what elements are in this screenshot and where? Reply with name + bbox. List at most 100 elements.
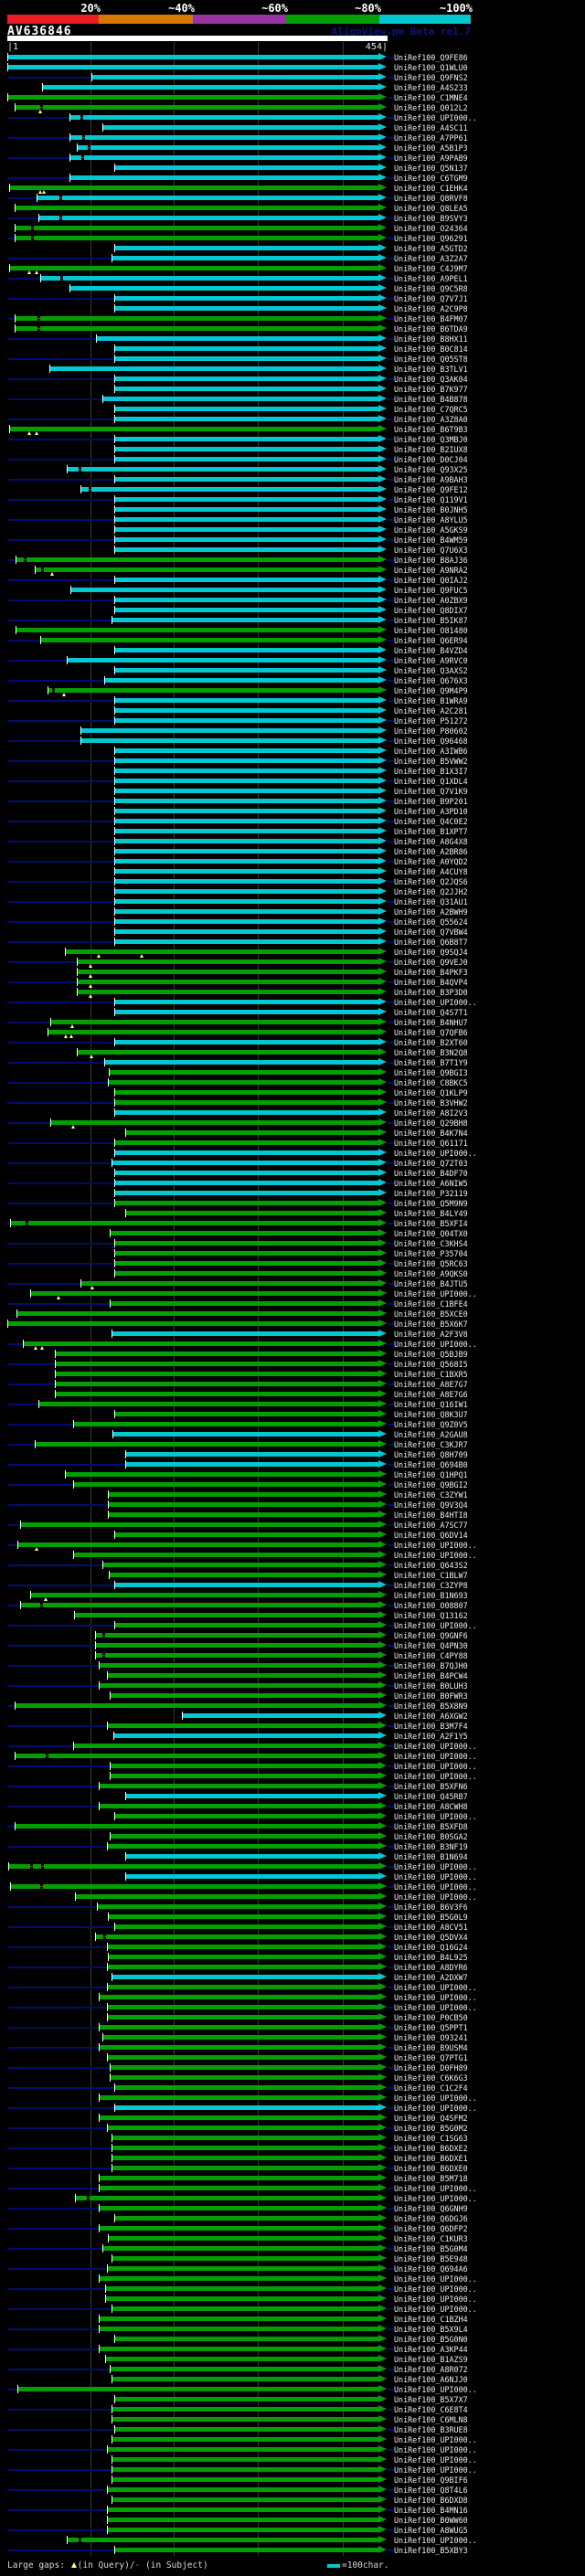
hit-bar[interactable] xyxy=(110,2367,378,2371)
hit-label[interactable]: UniRef100_B3M7F4 xyxy=(394,1722,468,1731)
hit-bar[interactable] xyxy=(112,2136,378,2140)
hit-bar[interactable] xyxy=(114,849,378,853)
hit-bar[interactable] xyxy=(114,2427,378,2432)
hit-bar[interactable] xyxy=(125,1130,378,1135)
hit-bar[interactable] xyxy=(99,1784,378,1788)
hit-label[interactable]: UniRef100_Q119V1 xyxy=(394,495,468,504)
hit-label[interactable]: UniRef100_A2DXW7 xyxy=(394,1973,468,1982)
hit-bar[interactable] xyxy=(102,1563,378,1567)
hit-label[interactable]: UniRef100_UPI000.. xyxy=(394,1762,477,1771)
hit-bar[interactable] xyxy=(114,648,378,652)
hit-bar[interactable] xyxy=(69,115,378,120)
hit-bar[interactable] xyxy=(109,1573,378,1577)
hit-bar[interactable] xyxy=(102,125,378,130)
hit-bar[interactable] xyxy=(114,899,378,904)
hit-label[interactable]: UniRef100_A2C9P8 xyxy=(394,304,468,313)
hit-label[interactable]: UniRef100_UPI000.. xyxy=(394,1983,477,1992)
hit-bar[interactable] xyxy=(114,1623,378,1627)
hit-label[interactable]: UniRef100_A3IWB6 xyxy=(394,747,468,756)
hit-bar[interactable] xyxy=(114,748,378,753)
hit-label[interactable]: UniRef100_B3N2Q8 xyxy=(394,1048,468,1057)
hit-label[interactable]: UniRef100_Q05ST8 xyxy=(394,355,468,364)
hit-bar[interactable] xyxy=(112,2146,378,2150)
hit-label[interactable]: UniRef100_Q13162 xyxy=(394,1611,468,1620)
hit-label[interactable]: UniRef100_Q9BIF6 xyxy=(394,2475,468,2485)
hit-bar[interactable] xyxy=(30,1291,378,1296)
hit-bar[interactable] xyxy=(114,608,378,612)
hit-label[interactable]: UniRef100_Q9VEJ0 xyxy=(394,958,468,967)
hit-label[interactable]: UniRef100_UPI000.. xyxy=(394,998,477,1007)
hit-label[interactable]: UniRef100_C1BLW7 xyxy=(394,1571,468,1580)
hit-bar[interactable] xyxy=(108,1492,378,1497)
hit-label[interactable]: UniRef100_UPI000.. xyxy=(394,1742,477,1751)
hit-label[interactable]: UniRef100_B2XT60 xyxy=(394,1038,468,1047)
hit-label[interactable]: UniRef100_B5E948 xyxy=(394,2254,468,2263)
hit-label[interactable]: UniRef100_O24364 xyxy=(394,224,468,233)
hit-label[interactable]: UniRef100_B1X3I7 xyxy=(394,767,468,776)
hit-bar[interactable] xyxy=(114,809,378,813)
hit-bar[interactable] xyxy=(107,1844,378,1849)
hit-bar[interactable] xyxy=(65,949,378,954)
hit-label[interactable]: UniRef100_C1C2F4 xyxy=(394,2083,468,2093)
hit-bar[interactable] xyxy=(114,799,378,803)
hit-label[interactable]: UniRef100_B4NHU7 xyxy=(394,1018,468,1027)
hit-label[interactable]: UniRef100_UPI000.. xyxy=(394,2295,477,2304)
hit-label[interactable]: UniRef100_C3ZYW1 xyxy=(394,1490,468,1500)
hit-label[interactable]: UniRef100_UPI000.. xyxy=(394,2194,477,2203)
hit-label[interactable]: UniRef100_Q9M4P9 xyxy=(394,686,468,695)
hit-label[interactable]: UniRef100_B5XCE0 xyxy=(394,1309,468,1319)
hit-label[interactable]: UniRef100_UPI000.. xyxy=(394,2385,477,2394)
hit-label[interactable]: UniRef100_P51272 xyxy=(394,716,468,726)
hit-bar[interactable] xyxy=(80,728,378,733)
hit-bar[interactable] xyxy=(107,1673,378,1678)
hit-bar[interactable] xyxy=(20,1522,378,1527)
hit-label[interactable]: UniRef100_Q4C0E2 xyxy=(394,817,468,826)
hit-label[interactable]: UniRef100_B4WM59 xyxy=(394,535,468,545)
hit-label[interactable]: UniRef100_O81480 xyxy=(394,626,468,635)
hit-label[interactable]: UniRef100_B0LUH3 xyxy=(394,1681,468,1691)
hit-bar[interactable] xyxy=(96,336,378,341)
hit-bar[interactable] xyxy=(40,276,378,281)
hit-label[interactable]: UniRef100_B1XPT7 xyxy=(394,827,468,836)
hit-bar[interactable] xyxy=(69,286,378,291)
hit-bar[interactable] xyxy=(10,1884,378,1889)
hit-label[interactable]: UniRef100_B0WW60 xyxy=(394,2516,468,2525)
hit-bar[interactable] xyxy=(102,397,378,401)
hit-label[interactable]: UniRef100_UPI000.. xyxy=(394,1882,477,1892)
hit-bar[interactable] xyxy=(99,2025,378,2030)
hit-bar[interactable] xyxy=(48,688,378,693)
hit-label[interactable]: UniRef100_Q9FUC5 xyxy=(394,586,468,595)
hit-label[interactable]: UniRef100_Q9FE86 xyxy=(394,53,468,62)
hit-bar[interactable] xyxy=(108,1512,378,1517)
hit-bar[interactable] xyxy=(99,2045,378,2050)
hit-label[interactable]: UniRef100_B4MN16 xyxy=(394,2506,468,2515)
hit-bar[interactable] xyxy=(99,1804,378,1808)
hit-bar[interactable] xyxy=(97,1904,378,1909)
hit-bar[interactable] xyxy=(99,1663,378,1668)
hit-bar[interactable] xyxy=(114,1201,378,1205)
hit-bar[interactable] xyxy=(67,658,378,663)
hit-label[interactable]: UniRef100_Q6DGJ6 xyxy=(394,2214,468,2223)
hit-bar[interactable] xyxy=(20,1603,378,1607)
hit-label[interactable]: UniRef100_Q4PN30 xyxy=(394,1641,468,1650)
hit-bar[interactable] xyxy=(107,1965,378,1969)
hit-bar[interactable] xyxy=(9,186,378,190)
hit-bar[interactable] xyxy=(114,165,378,170)
hit-label[interactable]: UniRef100_A3PD10 xyxy=(394,807,468,816)
hit-bar[interactable] xyxy=(114,306,378,311)
hit-label[interactable]: UniRef100_B4K7N4 xyxy=(394,1129,468,1138)
hit-bar[interactable] xyxy=(114,537,378,542)
hit-bar[interactable] xyxy=(112,2156,378,2160)
hit-label[interactable]: UniRef100_Q1WLU0 xyxy=(394,63,468,72)
hit-label[interactable]: UniRef100_Q6GNH9 xyxy=(394,2204,468,2213)
hit-label[interactable]: UniRef100_A3Z8A0 xyxy=(394,415,468,424)
hit-label[interactable]: UniRef100_Q9Z0V5 xyxy=(394,1420,468,1429)
hit-label[interactable]: UniRef100_C7QRC5 xyxy=(394,405,468,414)
hit-label[interactable]: UniRef100_Q694B0 xyxy=(394,1460,468,1469)
hit-label[interactable]: UniRef100_A3Z2A7 xyxy=(394,254,468,263)
hit-label[interactable]: UniRef100_Q7V1K9 xyxy=(394,787,468,796)
hit-bar[interactable] xyxy=(65,1472,378,1477)
hit-bar[interactable] xyxy=(107,1945,378,1949)
hit-bar[interactable] xyxy=(99,2316,378,2321)
hit-label[interactable]: UniRef100_Q8DIX7 xyxy=(394,606,468,615)
